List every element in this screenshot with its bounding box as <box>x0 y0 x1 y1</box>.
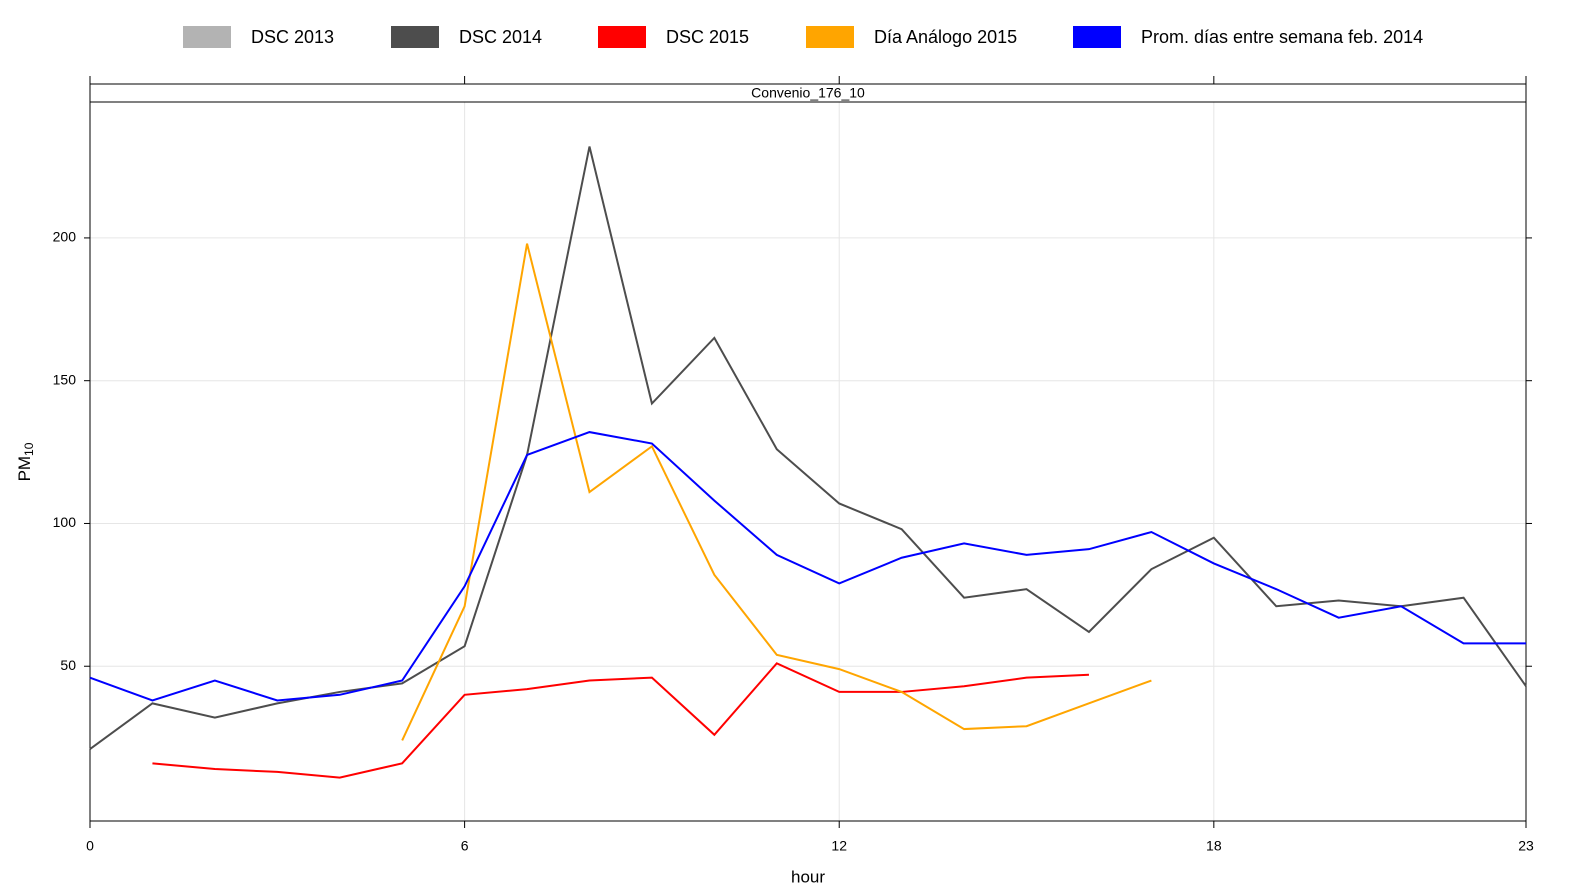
x-tick-label: 6 <box>461 838 469 854</box>
legend-swatch <box>183 26 231 48</box>
y-tick-label: 200 <box>53 229 77 245</box>
y-tick-label: 100 <box>53 514 77 530</box>
legend-item: DSC 2013 <box>183 26 334 48</box>
y-label-base: PM <box>15 456 34 482</box>
series-line <box>152 662 1090 779</box>
legend-swatch <box>1073 26 1121 48</box>
legend-swatch <box>806 26 854 48</box>
plot-frame <box>89 101 1527 822</box>
legend-label: Prom. días entre semana feb. 2014 <box>1141 27 1423 47</box>
legend-label: DSC 2014 <box>459 27 542 47</box>
series-line <box>89 146 1527 750</box>
series-line <box>89 431 1526 702</box>
strip-label: Convenio_176_10 <box>751 85 865 101</box>
legend-label: DSC 2013 <box>251 27 334 47</box>
legend-swatch <box>598 26 646 48</box>
legend-item: Día Análogo 2015 <box>806 26 1017 48</box>
y-label-sub: 10 <box>22 442 36 456</box>
x-axis-label: hour <box>791 867 825 886</box>
y-tick-label: 50 <box>60 657 76 673</box>
legend-label: Día Análogo 2015 <box>874 27 1017 47</box>
legend-label: DSC 2015 <box>666 27 749 47</box>
legend-item: DSC 2015 <box>598 26 749 48</box>
x-tick-label: 0 <box>86 838 94 854</box>
legend-item: Prom. días entre semana feb. 2014 <box>1073 26 1423 48</box>
legend-swatch <box>391 26 439 48</box>
series-line <box>401 243 1152 741</box>
legend-item: DSC 2014 <box>391 26 542 48</box>
y-tick-label: 150 <box>53 371 77 387</box>
x-tick-label: 18 <box>1206 838 1222 854</box>
x-tick-label: 12 <box>831 838 847 854</box>
y-axis-label: PM10 <box>15 442 36 481</box>
x-tick-label: 23 <box>1518 838 1534 854</box>
